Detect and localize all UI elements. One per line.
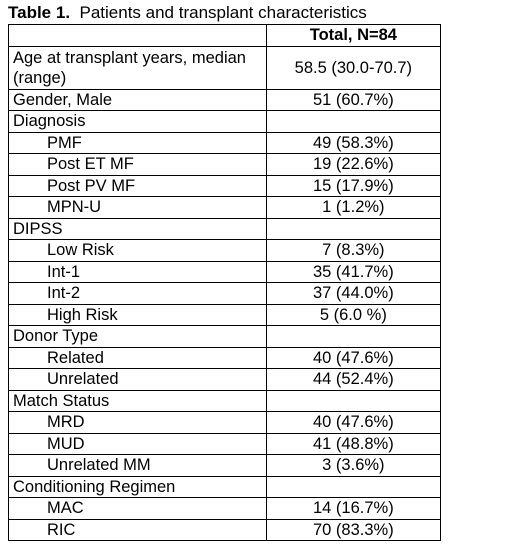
table-row: High Risk 5 (6.0 %) (8, 303, 442, 326)
row-value: 44 (52.4%) (265, 368, 442, 391)
row-value (265, 217, 442, 240)
row-value: 40 (47.6%) (265, 411, 442, 434)
row-label: PMF (8, 131, 267, 154)
header-empty-cell (8, 24, 267, 47)
table-number: Table 1. (8, 3, 71, 22)
row-value (265, 325, 442, 348)
row-label: MUD (8, 432, 267, 455)
row-value: 40 (47.6%) (265, 346, 442, 369)
header-total-cell: Total, N=84 (265, 24, 442, 47)
row-label: RIC (8, 518, 267, 541)
table-row: Donor Type (8, 325, 442, 348)
row-label: MAC (8, 497, 267, 520)
table-row: MUD 41 (48.8%) (8, 432, 442, 455)
row-value: 51 (60.7%) (265, 88, 442, 111)
table-row: Post PV MF 15 (17.9%) (8, 174, 442, 197)
table-row: Related 40 (47.6%) (8, 346, 442, 369)
table-row: RIC 70 (83.3%) (8, 518, 442, 541)
row-label: Unrelated MM (8, 454, 267, 477)
table-title: Patients and transplant characteristics (79, 3, 367, 22)
row-value: 37 (44.0%) (265, 282, 442, 305)
section-label: Donor Type (8, 325, 267, 348)
table-row: Low Risk 7 (8.3%) (8, 239, 442, 262)
table-row: DIPSS (8, 217, 442, 240)
row-value: 3 (3.6%) (265, 454, 442, 477)
table-row: Int-1 35 (41.7%) (8, 260, 442, 283)
row-label: Related (8, 346, 267, 369)
row-label: Int-1 (8, 260, 267, 283)
row-label: Int-2 (8, 282, 267, 305)
row-label: High Risk (8, 303, 267, 326)
section-label: Conditioning Regimen (8, 475, 267, 498)
row-value: 35 (41.7%) (265, 260, 442, 283)
table-row: Match Status (8, 389, 442, 412)
table-row: Unrelated MM 3 (3.6%) (8, 454, 442, 477)
row-value: 41 (48.8%) (265, 432, 442, 455)
section-label: Diagnosis (8, 110, 267, 133)
table-row: MRD 40 (47.6%) (8, 411, 442, 434)
table-row: Diagnosis (8, 110, 442, 133)
table-row: Conditioning Regimen (8, 475, 442, 498)
row-value: 70 (83.3%) (265, 518, 442, 541)
row-value: 1 (1.2%) (265, 196, 442, 219)
row-label: Post PV MF (8, 174, 267, 197)
characteristics-table: Total, N=84 Age at transplant years, med… (8, 24, 442, 541)
row-label: MPN-U (8, 196, 267, 219)
table-row: Gender, Male 51 (60.7%) (8, 88, 442, 111)
row-value: 49 (58.3%) (265, 131, 442, 154)
table-header-row: Total, N=84 (8, 24, 442, 47)
table-row: MAC 14 (16.7%) (8, 497, 442, 520)
row-value: 15 (17.9%) (265, 174, 442, 197)
row-value: 14 (16.7%) (265, 497, 442, 520)
section-label: Match Status (8, 389, 267, 412)
table-row: Age at transplant years, median (range) … (8, 45, 442, 90)
table-row: Unrelated 44 (52.4%) (8, 368, 442, 391)
row-value (265, 110, 442, 133)
table-row: PMF 49 (58.3%) (8, 131, 442, 154)
row-value (265, 475, 442, 498)
row-value: 58.5 (30.0-70.7) (265, 45, 442, 90)
row-label: Post ET MF (8, 153, 267, 176)
table-caption: Table 1. Patients and transplant charact… (8, 3, 367, 23)
row-label: Low Risk (8, 239, 267, 262)
row-value: 7 (8.3%) (265, 239, 442, 262)
table-row: Post ET MF 19 (22.6%) (8, 153, 442, 176)
row-value: 19 (22.6%) (265, 153, 442, 176)
row-label: Age at transplant years, median (range) (8, 45, 267, 90)
row-label: Gender, Male (8, 88, 267, 111)
row-label: MRD (8, 411, 267, 434)
row-value: 5 (6.0 %) (265, 303, 442, 326)
row-label: Unrelated (8, 368, 267, 391)
section-label: DIPSS (8, 217, 267, 240)
table-row: Int-2 37 (44.0%) (8, 282, 442, 305)
table-row: MPN-U 1 (1.2%) (8, 196, 442, 219)
row-value (265, 389, 442, 412)
